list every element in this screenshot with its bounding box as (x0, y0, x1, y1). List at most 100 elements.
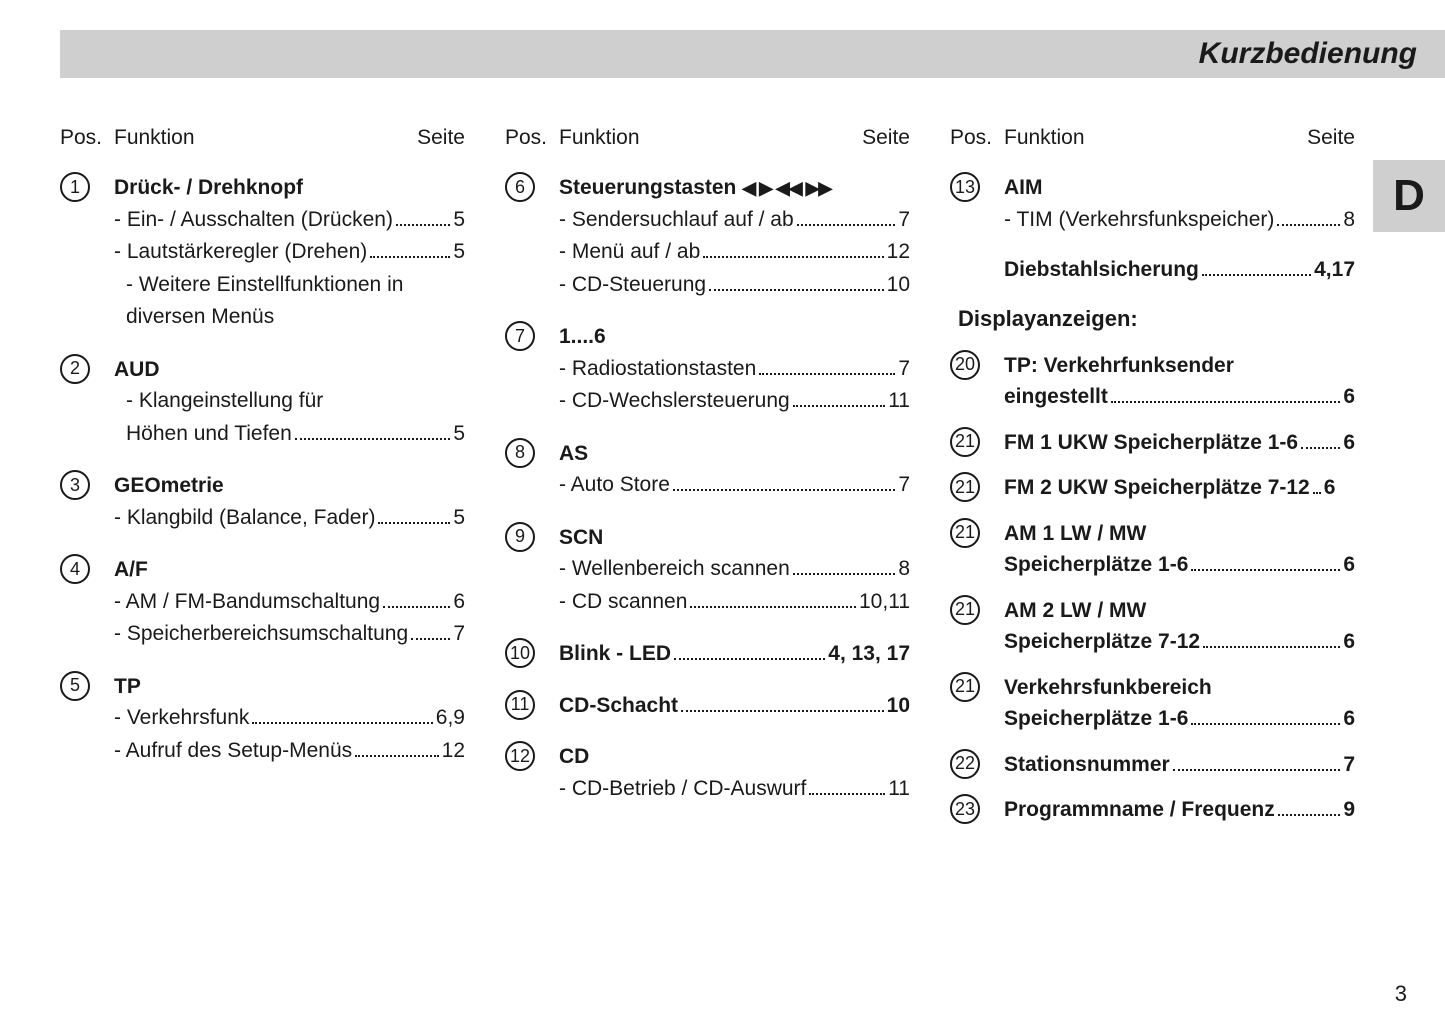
arrow-icons: ◀ ▶ ◀◀ ▶▶ (742, 178, 831, 198)
header-funktion: Funktion (114, 126, 417, 150)
side-tab-letter: D (1393, 171, 1425, 221)
page-ref: 10,11 (859, 586, 910, 619)
header-seite: Seite (862, 126, 910, 150)
entry-body: Stationsnummer 7 (1004, 749, 1355, 781)
sub-item: - Aufruf des Setup-Menüs 12 (114, 735, 465, 768)
toc-entry: 10 Blink - LED 4, 13, 17 (505, 638, 910, 670)
page-ref: 11 (888, 385, 910, 418)
sub-item: - Menü auf / ab 12 (559, 236, 910, 269)
display-line: FM 1 UKW Speicherplätze 1-6 6 (1004, 427, 1355, 459)
sub-item: - Klangbild (Balance, Fader) 5 (114, 502, 465, 535)
dot-leader (1191, 569, 1340, 571)
display-entry: 21 FM 1 UKW Speicherplätze 1-6 6 (950, 427, 1355, 459)
dot-leader (1173, 769, 1341, 771)
display-entry: 21 AM 1 LW / MW Speicherplätze 1-6 6 (950, 518, 1355, 581)
sub-item: - Speicherbereichsumschaltung 7 (114, 618, 465, 651)
entry-title: GEOmetrie (114, 470, 465, 502)
page-ref: 6 (1343, 549, 1355, 581)
entry-body: SCN - Wellenbereich scannen 8 - CD scann… (559, 522, 910, 619)
display-line: Speicherplätze 1-6 6 (1004, 549, 1355, 581)
entry-body: AM 2 LW / MW Speicherplätze 7-12 6 (1004, 595, 1355, 658)
page-ref: 6,9 (436, 702, 465, 735)
page-ref: 6 (453, 586, 465, 619)
display-line: Speicherplätze 7-12 6 (1004, 626, 1355, 658)
display-entry: 23 Programmname / Frequenz 9 (950, 794, 1355, 826)
entry-title: CD-Schacht 10 (559, 690, 910, 722)
entry-body: 1....6 - Radiostationstasten 7 - CD-Wech… (559, 321, 910, 418)
page-ref: 7 (898, 353, 910, 386)
entry-title: TP (114, 671, 465, 703)
sub-item: - Weitere Einstellfunktionen in (114, 269, 465, 302)
display-line: FM 2 UKW Speicherplätze 7-12 6 (1004, 472, 1355, 504)
column-header: Pos. Funktion Seite (60, 126, 465, 150)
position-badge: 22 (950, 749, 980, 779)
dot-leader (690, 606, 856, 608)
page-ref: 6 (1324, 472, 1336, 504)
position-badge: 23 (950, 794, 980, 824)
display-entry: 22 Stationsnummer 7 (950, 749, 1355, 781)
dot-leader (411, 638, 450, 640)
dot-leader (1277, 224, 1340, 226)
column-2: Pos. Funktion Seite 6 Steuerungstasten ◀… (505, 126, 910, 975)
sub-item: - Klangeinstellung für (114, 385, 465, 418)
page-ref: 5 (453, 236, 465, 269)
entry-body: AUD- Klangeinstellung für Höhen und Tief… (114, 354, 465, 451)
sub-item: - CD scannen 10,11 (559, 586, 910, 619)
position-badge: 21 (950, 427, 980, 457)
page-ref: 10 (887, 269, 910, 302)
page-ref: 9 (1343, 794, 1355, 826)
entry-body: FM 1 UKW Speicherplätze 1-6 6 (1004, 427, 1355, 459)
display-line: eingestellt 6 (1004, 381, 1355, 413)
column-header: Pos. Funktion Seite (950, 126, 1355, 150)
position-badge: 21 (950, 595, 980, 625)
entry-body: Programmname / Frequenz 9 (1004, 794, 1355, 826)
display-entry: 21 FM 2 UKW Speicherplätze 7-12 6 (950, 472, 1355, 504)
header-seite: Seite (417, 126, 465, 150)
position-badge: 21 (950, 472, 980, 502)
position-badge: 8 (505, 438, 535, 468)
dot-leader (1301, 447, 1340, 449)
dot-leader (673, 489, 895, 491)
page-ref: 8 (1343, 204, 1355, 237)
display-line: AM 2 LW / MW (1004, 595, 1355, 627)
position-badge: 11 (505, 690, 535, 720)
header-pos: Pos. (505, 126, 559, 150)
toc-entry: 7 1....6 - Radiostationstasten 7 - CD-We… (505, 321, 910, 418)
dot-leader (797, 224, 896, 226)
dot-leader (793, 405, 885, 407)
entry-body: Verkehrsfunkbereich Speicherplätze 1-6 6 (1004, 672, 1355, 735)
entry-body: TP - Verkehrsfunk 6,9 - Aufruf des Setup… (114, 671, 465, 768)
dot-leader (793, 573, 896, 575)
sub-item: - Sendersuchlauf auf / ab 7 (559, 204, 910, 237)
position-badge: 12 (505, 741, 535, 771)
dot-leader (370, 256, 450, 258)
entry-title: 1....6 (559, 321, 910, 353)
dot-leader (295, 438, 451, 440)
toc-entry: 13 AIM - TIM (Verkehrsfunkspeicher) 8 Di… (950, 172, 1355, 286)
position-badge: 7 (505, 321, 535, 351)
display-line: TP: Verkehrfunksender (1004, 350, 1355, 382)
column-3: Pos. Funktion Seite 13 AIM - TIM (Verkeh… (950, 126, 1355, 975)
toc-entry: 12 CD - CD-Betrieb / CD-Auswurf 11 (505, 741, 910, 805)
display-entry: 21 Verkehrsfunkbereich Speicherplätze 1-… (950, 672, 1355, 735)
dot-leader (1191, 723, 1340, 725)
dot-leader (355, 755, 439, 757)
page-ref: 7 (898, 204, 910, 237)
page-number: 3 (1395, 981, 1407, 1007)
display-line: Programmname / Frequenz 9 (1004, 794, 1355, 826)
entry-body: Drück- / Drehknopf - Ein- / Ausschalten … (114, 172, 465, 334)
position-badge: 10 (505, 638, 535, 668)
page-ref: 6 (1343, 427, 1355, 459)
dot-leader (681, 710, 884, 712)
page-ref: 11 (888, 773, 910, 806)
dot-leader (674, 658, 825, 660)
page-ref: 7 (898, 469, 910, 502)
position-badge: 13 (950, 172, 980, 202)
entry-body: Steuerungstasten ◀ ▶ ◀◀ ▶▶ - Sendersuchl… (559, 172, 910, 301)
page-ref: 4,17 (1314, 254, 1355, 286)
entry-title: AIM (1004, 172, 1355, 204)
header-funktion: Funktion (559, 126, 862, 150)
display-line: Stationsnummer 7 (1004, 749, 1355, 781)
header-funktion: Funktion (1004, 126, 1307, 150)
toc-entry: 2 AUD- Klangeinstellung für Höhen und Ti… (60, 354, 465, 451)
